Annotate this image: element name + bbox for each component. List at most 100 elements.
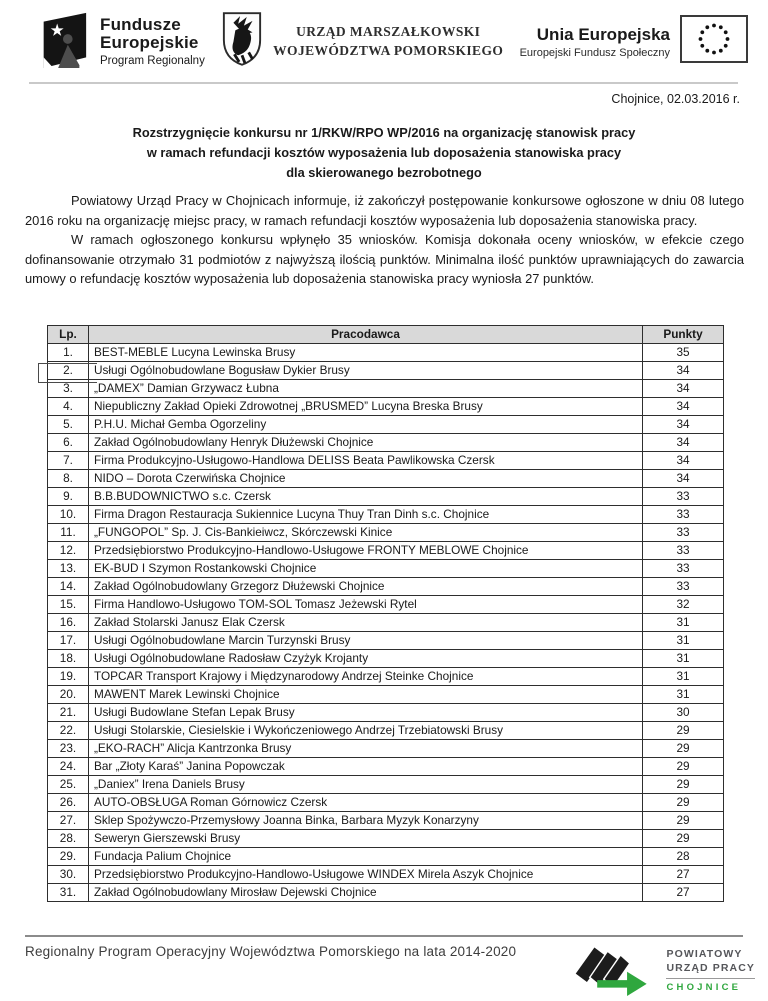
employer-cell: MAWENT Marek Lewinski Chojnice (88, 685, 643, 704)
employer-cell: Zakład Ogólnobudowlany Mirosław Dejewski… (88, 883, 643, 902)
pup-label-city: CHOJNICE (666, 978, 755, 994)
row-number-cell: 22. (47, 721, 89, 740)
employer-cell: „Daniex” Irena Daniels Brusy (88, 775, 643, 794)
eu-flag-icon (680, 15, 748, 68)
table-row: 16. Zakład Stolarski Janusz Elak Czersk 31 (47, 613, 724, 632)
points-cell: 34 (642, 379, 724, 398)
employer-cell: Usługi Stolarskie, Ciesielskie i Wykończ… (88, 721, 643, 740)
points-cell: 35 (642, 343, 724, 362)
row-number-cell: 5. (47, 415, 89, 434)
results-table-body: 1. BEST-MEBLE Lucyna Lewinska Brusy 35 2. Us… (47, 343, 724, 902)
points-cell: 31 (642, 613, 724, 632)
table-row: 8. NIDO – Dorota Czerwińska Chojnice 34 (47, 469, 724, 488)
table-row: 23. „EKO-RACH” Alicja Kantrzonka Brusy 29 (47, 739, 724, 758)
row-number-cell: 17. (47, 631, 89, 650)
column-header-points: Punkty (642, 325, 724, 344)
table-row: 9. B.B.BUDOWNICTWO s.c. Czersk 33 (47, 487, 724, 506)
employer-cell: Usługi Budowlane Stefan Lepak Brusy (88, 703, 643, 722)
body-text: Powiatowy Urząd Pracy w Chojnicach infor… (25, 191, 744, 289)
row-number-cell: 11. (47, 523, 89, 542)
points-cell: 31 (642, 649, 724, 668)
row-number-cell: 9. (47, 487, 89, 506)
points-cell: 29 (642, 757, 724, 776)
table-row: 30. Przedsiębiorstwo Produkcyjno-Handlowo… (47, 865, 724, 884)
table-row: 19. TOPCAR Transport Krajowy i Międzynaro… (47, 667, 724, 686)
pup-label-line2: URZĄD PRACY (666, 962, 755, 975)
points-cell: 29 (642, 793, 724, 812)
points-cell: 34 (642, 469, 724, 488)
employer-cell: Seweryn Gierszewski Brusy (88, 829, 643, 848)
table-row: 6. Zakład Ogólnobudowlany Henryk Dłużewsk… (47, 433, 724, 452)
row-number-cell: 29. (47, 847, 89, 866)
table-row: 1. BEST-MEBLE Lucyna Lewinska Brusy 35 (47, 343, 724, 362)
table-row: 25. „Daniex” Irena Daniels Brusy 29 (47, 775, 724, 794)
employer-cell: „EKO-RACH” Alicja Kantrzonka Brusy (88, 739, 643, 758)
pup-arrow-icon (571, 940, 657, 1001)
row-number-cell: 23. (47, 739, 89, 758)
points-cell: 33 (642, 577, 724, 596)
employer-cell: Firma Handlowo-Usługowo TOM-SOL Tomasz J… (88, 595, 643, 614)
eu-funds-subtitle: Program Regionalny (100, 55, 205, 68)
table-row: 4. Niepubliczny Zakład Opieki Zdrowotnej … (47, 397, 724, 416)
points-cell: 31 (642, 631, 724, 650)
column-header-employer: Pracodawca (88, 325, 643, 344)
employer-cell: Zakład Ogólnobudowlany Henryk Dłużewski … (88, 433, 643, 452)
eu-title: Unia Europejska (536, 24, 670, 44)
row-number-cell: 16. (47, 613, 89, 632)
table-row: 27. Sklep Spożywczo-Przemysłowy Joanna Bi… (47, 811, 724, 830)
points-cell: 34 (642, 451, 724, 470)
table-row: 10. Firma Dragon Restauracja Sukiennice L… (47, 505, 724, 524)
points-cell: 29 (642, 829, 724, 848)
table-row: 15. Firma Handlowo-Usługowo TOM-SOL Tomas… (47, 595, 724, 614)
points-cell: 34 (642, 415, 724, 434)
points-cell: 29 (642, 739, 724, 758)
points-cell: 31 (642, 685, 724, 704)
row-number-cell: 6. (47, 433, 89, 452)
footer-program-name: Regionalny Program Operacyjny Województw… (25, 944, 517, 959)
header-logo-bar: Fundusze Europejskie Program Regionalny … (0, 8, 768, 75)
row-number-cell: 30. (47, 865, 89, 884)
employer-cell: Usługi Ogólnobudowlane Bogusław Dykier B… (88, 361, 643, 380)
office-name-line2: WOJEWÓDZTWA POMORSKIEGO (273, 42, 504, 58)
date-line: Chojnice, 02.03.2016 r. (611, 92, 740, 106)
griffin-coat-of-arms-icon (221, 10, 263, 73)
employer-cell: Niepubliczny Zakład Opieki Zdrowotnej „B… (88, 397, 643, 416)
row-number-cell: 21. (47, 703, 89, 722)
employer-cell: Firma Produkcyjno-Usługowo-Handlowa DELI… (88, 451, 643, 470)
logo-unia-europejska: Unia Europejska Europejski Fundusz Społe… (520, 15, 748, 68)
table-row: 24. Bar „Złoty Karaś” Janina Popowczak 29 (47, 757, 724, 776)
points-cell: 33 (642, 523, 724, 542)
column-header-lp: Lp. (47, 325, 89, 344)
row-number-cell: 12. (47, 541, 89, 560)
points-cell: 29 (642, 775, 724, 794)
employer-cell: Firma Dragon Restauracja Sukiennice Lucy… (88, 505, 643, 524)
employer-cell: Przedsiębiorstwo Produkcyjno-Handlowo-Us… (88, 865, 643, 884)
points-cell: 28 (642, 847, 724, 866)
points-cell: 34 (642, 361, 724, 380)
row-number-cell: 28. (47, 829, 89, 848)
points-cell: 29 (642, 721, 724, 740)
points-cell: 33 (642, 505, 724, 524)
eu-funds-title-line2: Europejskie (100, 33, 199, 52)
table-row: 12. Przedsiębiorstwo Produkcyjno-Handlowo… (47, 541, 724, 560)
employer-cell: Sklep Spożywczo-Przemysłowy Joanna Binka… (88, 811, 643, 830)
employer-cell: Zakład Ogólnobudowlany Grzegorz Dłużewsk… (88, 577, 643, 596)
document-title-line2: w ramach refundacji kosztów wyposażenia … (146, 145, 622, 160)
table-row: 29. Fundacja Palium Chojnice 28 (47, 847, 724, 866)
row-number-cell: 26. (47, 793, 89, 812)
table-row: 21. Usługi Budowlane Stefan Lepak Brusy 30 (47, 703, 724, 722)
table-row: 13. EK-BUD I Szymon Rostankowski Chojnice… (47, 559, 724, 578)
table-row: 11. „FUNGOPOL” Sp. J. Cis-Bankieiwcz, Skó… (47, 523, 724, 542)
row-number-cell: 25. (47, 775, 89, 794)
row-number-cell: 13. (47, 559, 89, 578)
table-row: 5. P.H.U. Michał Gemba Ogorzeliny 34 (47, 415, 724, 434)
row-number-cell: 7. (47, 451, 89, 470)
footer-divider (25, 935, 743, 937)
points-cell: 33 (642, 487, 724, 506)
row-number-cell: 10. (47, 505, 89, 524)
row-number-cell: 8. (47, 469, 89, 488)
points-cell: 34 (642, 433, 724, 452)
pup-label-line1: POWIATOWY (666, 947, 743, 960)
employer-cell: Bar „Złoty Karaś” Janina Popowczak (88, 757, 643, 776)
employer-cell: NIDO – Dorota Czerwińska Chojnice (88, 469, 643, 488)
